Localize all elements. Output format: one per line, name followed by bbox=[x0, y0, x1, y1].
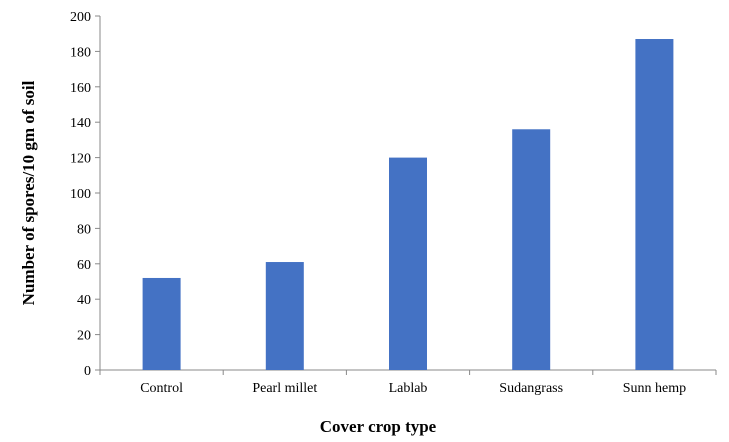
y-tick-label: 140 bbox=[70, 116, 91, 131]
bar bbox=[265, 262, 304, 370]
bar bbox=[512, 129, 551, 370]
x-tick-label: Sunn hemp bbox=[623, 381, 686, 396]
bar bbox=[142, 277, 181, 370]
y-tick-label: 60 bbox=[77, 258, 91, 273]
y-tick-label: 20 bbox=[77, 329, 91, 344]
bar bbox=[389, 157, 427, 370]
x-tick-label: Sudangrass bbox=[499, 381, 563, 396]
y-tick-label: 80 bbox=[77, 222, 91, 237]
bar bbox=[635, 39, 674, 370]
y-tick-label: 120 bbox=[70, 152, 91, 167]
y-tick-label: 160 bbox=[70, 81, 91, 96]
y-tick-label: 40 bbox=[77, 293, 91, 308]
plot-area: 0 20 40 60 80 100 120 140 160 180 200 Control Pearl … bbox=[70, 10, 717, 396]
y-tick-label: 180 bbox=[70, 45, 91, 60]
y-tick-label: 100 bbox=[70, 187, 91, 202]
x-tick-label: Control bbox=[140, 381, 183, 396]
y-axis-title: Number of spores/10 gm of soil bbox=[19, 80, 38, 305]
x-tick-label: Pearl millet bbox=[252, 381, 317, 396]
y-tick-label: 0 bbox=[84, 364, 91, 379]
y-tick-label: 200 bbox=[70, 10, 91, 25]
x-axis-title: Cover crop type bbox=[320, 417, 437, 436]
x-tick-label: Lablab bbox=[389, 381, 428, 396]
